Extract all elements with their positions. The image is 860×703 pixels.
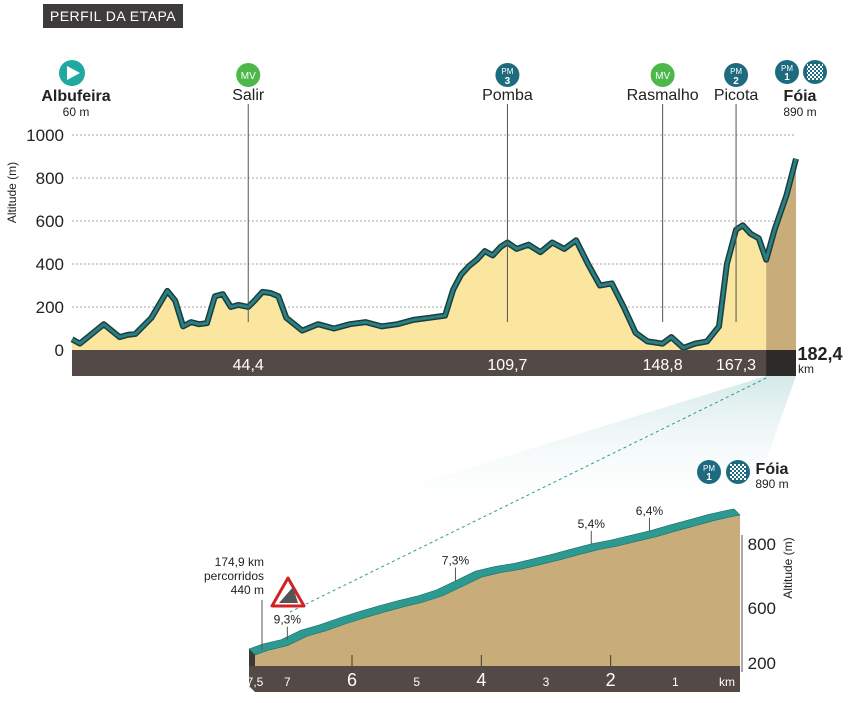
point-name: Rasmalho xyxy=(627,87,699,104)
km-label: 148,8 xyxy=(643,357,683,374)
mountain-icon xyxy=(279,587,298,603)
finish-altitude: 890 m xyxy=(783,105,816,119)
climb-badge-label: PM xyxy=(501,67,513,76)
y-tick-label: 400 xyxy=(36,255,64,274)
climb-category: 2 xyxy=(733,76,739,87)
climb-badge-icon xyxy=(775,60,799,84)
km-label: 109,7 xyxy=(487,357,527,374)
sprint-badge-label: MV xyxy=(655,71,670,82)
km-label: 44,4 xyxy=(233,357,264,374)
distance-unit: km xyxy=(798,362,814,376)
y-axis-label: Altitude (m) xyxy=(5,162,19,223)
finish-name: Fóia xyxy=(784,88,817,105)
point-name: Salir xyxy=(232,87,265,104)
gradient-label: 9,3% xyxy=(274,613,302,627)
final-climb-area xyxy=(766,158,796,350)
zoom-finish-altitude: 890 m xyxy=(755,477,788,491)
checkered-flag-icon xyxy=(730,464,746,480)
climb-badge-label: PM xyxy=(730,67,742,76)
point-name: Pomba xyxy=(482,87,533,104)
zoom-km-tick-label: 2 xyxy=(606,670,616,690)
page-title: PERFIL DA ETAPA xyxy=(43,4,183,28)
climb-badge-icon xyxy=(724,63,749,87)
y-tick-label: 200 xyxy=(36,298,64,317)
zoom-connector-line xyxy=(289,377,767,613)
y-tick-label: 1000 xyxy=(26,126,64,145)
sprint-badge-label: MV xyxy=(241,71,256,82)
zoom-y-axis-label: Altitude (m) xyxy=(781,537,795,598)
zoom-km-tick-label: 6 xyxy=(347,670,357,690)
checkered-flag-icon xyxy=(807,64,823,80)
y-tick-label: 800 xyxy=(36,169,64,188)
distance-bar xyxy=(72,350,796,376)
zoom-km-tick-label: 7 xyxy=(284,675,291,689)
climb-badge-label: PM xyxy=(703,464,715,473)
zoom-finish-name: Fóia xyxy=(756,461,789,478)
zoom-km-bar xyxy=(249,666,740,692)
climb-category: 1 xyxy=(784,72,790,83)
gradient-label: 7,3% xyxy=(442,554,470,568)
zoom-km-tick-label: 1 xyxy=(672,675,679,689)
zoom-km-unit: km xyxy=(719,675,735,689)
climb-start-label: percorridos xyxy=(204,569,264,583)
profile-line xyxy=(71,158,798,350)
zoom-profile-area xyxy=(255,515,740,672)
zoom-connector-fill xyxy=(300,376,796,520)
zoom-km-tick-label: 5 xyxy=(413,675,420,689)
climb-start-label: 440 m xyxy=(231,583,264,597)
zoom-y-tick-label: 600 xyxy=(748,599,776,618)
zoom-km-tick-label: 3 xyxy=(543,675,550,689)
zoom-y-tick-label: 800 xyxy=(748,535,776,554)
climb-start-label: 174,9 km xyxy=(215,555,264,569)
start-altitude: 60 m xyxy=(63,105,90,119)
climb-badge-icon xyxy=(697,460,721,484)
gradient-label: 6,4% xyxy=(636,504,664,518)
km-label: 167,3 xyxy=(716,357,756,374)
play-icon xyxy=(67,66,80,80)
y-tick-label: 600 xyxy=(36,212,64,231)
climb-badge-icon xyxy=(495,63,520,87)
zoom-ridge xyxy=(248,508,741,656)
start-name: Albufeira xyxy=(41,88,110,105)
sprint-badge-icon xyxy=(650,63,675,87)
zoom-km-tick-label: 4 xyxy=(476,670,486,690)
climb-category: 3 xyxy=(505,76,511,87)
zoom-y-tick-label: 200 xyxy=(748,654,776,673)
profile-area xyxy=(72,158,796,350)
climb-badge-label: PM xyxy=(781,64,793,73)
distance-bar-final xyxy=(766,350,796,376)
gradient-label: 5,4% xyxy=(578,517,606,531)
zoom-km-tick-label: 7,5 xyxy=(247,675,264,689)
point-name: Picota xyxy=(714,87,759,104)
climb-category: 1 xyxy=(706,472,712,483)
sprint-badge-icon xyxy=(236,63,261,87)
y-tick-label: 0 xyxy=(55,341,64,360)
total-distance: 182,4 xyxy=(797,344,842,364)
